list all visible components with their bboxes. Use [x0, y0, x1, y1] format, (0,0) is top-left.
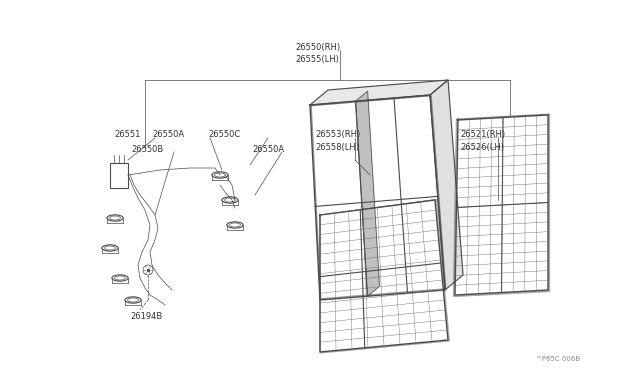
Polygon shape	[430, 80, 463, 290]
Text: 26194B: 26194B	[130, 312, 163, 321]
Bar	[110, 163, 128, 188]
Text: 26550B: 26550B	[131, 145, 163, 154]
Text: ^P65C 006B: ^P65C 006B	[536, 356, 580, 362]
Text: 26526(LH): 26526(LH)	[460, 143, 504, 152]
Text: 26555(LH): 26555(LH)	[295, 55, 339, 64]
Text: 26550C: 26550C	[208, 130, 240, 139]
Text: 26550A: 26550A	[152, 130, 184, 139]
Text: 26550A: 26550A	[252, 145, 284, 154]
Text: 26553(RH): 26553(RH)	[315, 130, 360, 139]
Text: 26550(RH): 26550(RH)	[295, 43, 340, 52]
Text: 26551: 26551	[114, 130, 140, 139]
Text: 26521(RH): 26521(RH)	[460, 130, 505, 139]
Text: 26558(LH): 26558(LH)	[315, 143, 359, 152]
Polygon shape	[356, 91, 380, 296]
Polygon shape	[310, 80, 448, 105]
